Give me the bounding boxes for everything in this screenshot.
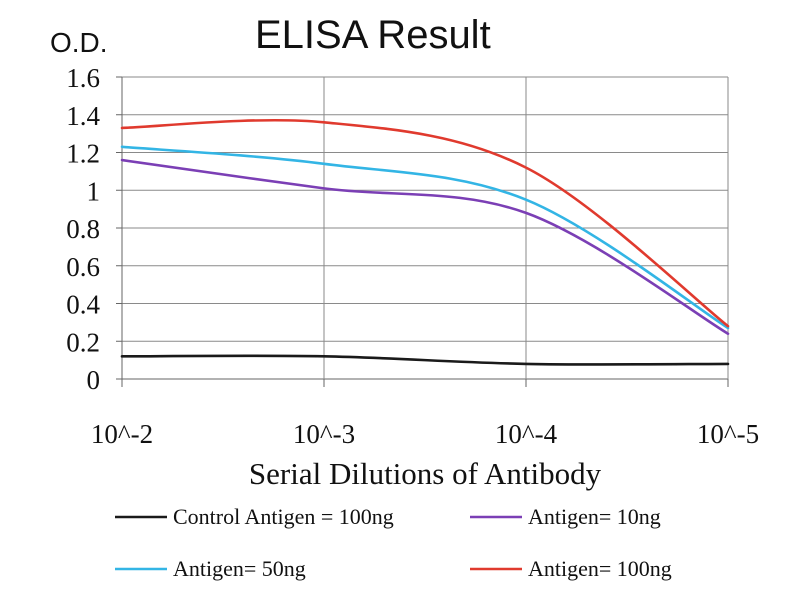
y-tick-label: 0.6 <box>66 252 100 282</box>
x-axis-label: Serial Dilutions of Antibody <box>249 456 602 491</box>
y-axis-label: O.D. <box>50 27 108 58</box>
x-tick-label: 10^-5 <box>697 419 759 449</box>
x-tick-label: 10^-3 <box>293 419 355 449</box>
y-tick-label: 0.2 <box>66 327 100 357</box>
y-tick-label: 0.4 <box>66 290 100 320</box>
series-line-1 <box>120 158 730 335</box>
legend-label-2: Antigen= 50ng <box>173 556 306 581</box>
chart-title: ELISA Result <box>255 13 491 57</box>
y-tick-label: 1.2 <box>66 139 100 169</box>
y-tick-label: 1 <box>87 176 101 206</box>
legend: Control Antigen = 100ng Antigen= 10ng Anti… <box>115 504 672 581</box>
series-line-0 <box>120 354 730 366</box>
y-tick-label: 1.6 <box>66 63 100 93</box>
x-tick-label: 10^-4 <box>495 419 558 449</box>
legend-label-0: Control Antigen = 100ng <box>173 504 394 529</box>
y-axis-ticks: 0 0.2 0.4 0.6 0.8 1 1.2 1.4 1.6 <box>66 63 122 395</box>
y-tick-label: 0.8 <box>66 214 100 244</box>
legend-label-1: Antigen= 10ng <box>528 504 661 529</box>
series-line-2 <box>120 145 730 330</box>
x-tick-label: 10^-2 <box>91 419 153 449</box>
x-axis-ticks: 10^-2 10^-3 10^-4 10^-5 <box>91 379 759 449</box>
y-tick-label: 1.4 <box>66 101 100 131</box>
series-line-3 <box>120 118 730 328</box>
legend-label-3: Antigen= 100ng <box>528 556 672 581</box>
series-lines <box>120 118 730 366</box>
y-tick-label: 0 <box>87 365 101 395</box>
